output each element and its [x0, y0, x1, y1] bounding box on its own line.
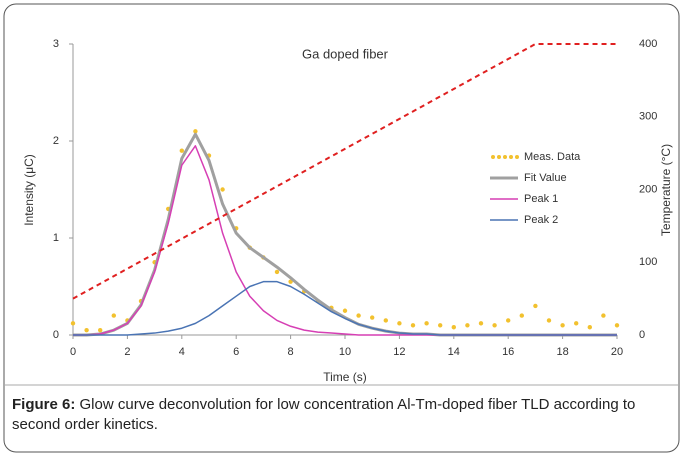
y2-tick-label: 200	[639, 183, 657, 195]
data-point	[574, 321, 579, 326]
x-tick-label: 16	[502, 346, 514, 358]
data-point	[84, 327, 89, 333]
series-line	[73, 280, 617, 336]
legend-swatch	[503, 155, 507, 159]
y2-tick-label: 300	[639, 111, 657, 123]
caption: Figure 6: Glow curve deconvolution for l…	[12, 395, 662, 435]
data-point	[438, 323, 443, 328]
x-tick-label: 14	[448, 346, 460, 358]
caption-text: Glow curve deconvolution for low concent…	[12, 396, 636, 433]
x-tick-label: 20	[611, 346, 623, 358]
legend-label: Meas. Data	[524, 151, 581, 163]
y2-tick-label: 0	[639, 329, 645, 341]
legend-label: Peak 2	[524, 214, 558, 226]
series-line	[72, 43, 617, 300]
data-point	[111, 313, 117, 318]
data-point	[546, 318, 552, 323]
legend-label: Fit Value	[524, 172, 567, 184]
data-point	[70, 321, 76, 326]
legend-label: Peak 1	[524, 193, 558, 205]
x-tick-label: 0	[70, 346, 76, 358]
x-tick-label: 10	[339, 346, 351, 358]
x-tick-label: 4	[179, 346, 185, 358]
x-tick-label: 12	[393, 346, 405, 358]
y2-tick-label: 100	[639, 256, 657, 268]
chart-title: Ga doped fiber	[302, 46, 389, 61]
data-point	[492, 323, 497, 328]
data-point	[220, 187, 225, 192]
data-point	[478, 321, 484, 326]
legend-swatch	[515, 155, 519, 159]
legend-swatch	[497, 155, 501, 159]
data-point	[356, 313, 361, 318]
data-point	[274, 269, 280, 275]
caption-label: Figure 6:	[12, 396, 76, 413]
data-point	[519, 313, 524, 318]
y-tick-label: 0	[53, 329, 59, 341]
frame	[3, 3, 680, 453]
data-point	[587, 325, 592, 330]
data-point	[397, 321, 402, 326]
y-tick-label: 1	[53, 232, 59, 244]
data-point	[451, 325, 456, 330]
data-point	[179, 148, 184, 153]
data-point	[601, 313, 606, 318]
x-tick-label: 18	[556, 346, 568, 358]
y-tick-label: 3	[53, 38, 59, 50]
legend-swatch	[509, 155, 513, 159]
y2-tick-label: 400	[639, 38, 657, 50]
y2-axis-label: Temperature (°C)	[659, 144, 673, 236]
y-axis-label: Intensity (μC)	[22, 154, 36, 226]
x-tick-label: 2	[124, 346, 130, 358]
x-axis-label: Time (s)	[323, 370, 367, 384]
legend-swatch	[491, 155, 495, 159]
data-point	[533, 303, 538, 309]
x-tick-label: 8	[288, 346, 294, 358]
data-point	[506, 318, 511, 323]
data-point	[193, 129, 198, 134]
y-tick-label: 2	[53, 135, 59, 147]
data-point	[614, 323, 620, 328]
data-point	[370, 315, 375, 320]
data-point	[410, 323, 416, 328]
data-point	[465, 323, 470, 328]
data-point	[383, 318, 388, 323]
data-point	[560, 323, 565, 328]
data-point	[342, 308, 348, 313]
data-point	[98, 327, 103, 333]
data-point	[424, 321, 429, 326]
x-tick-label: 6	[233, 346, 239, 358]
